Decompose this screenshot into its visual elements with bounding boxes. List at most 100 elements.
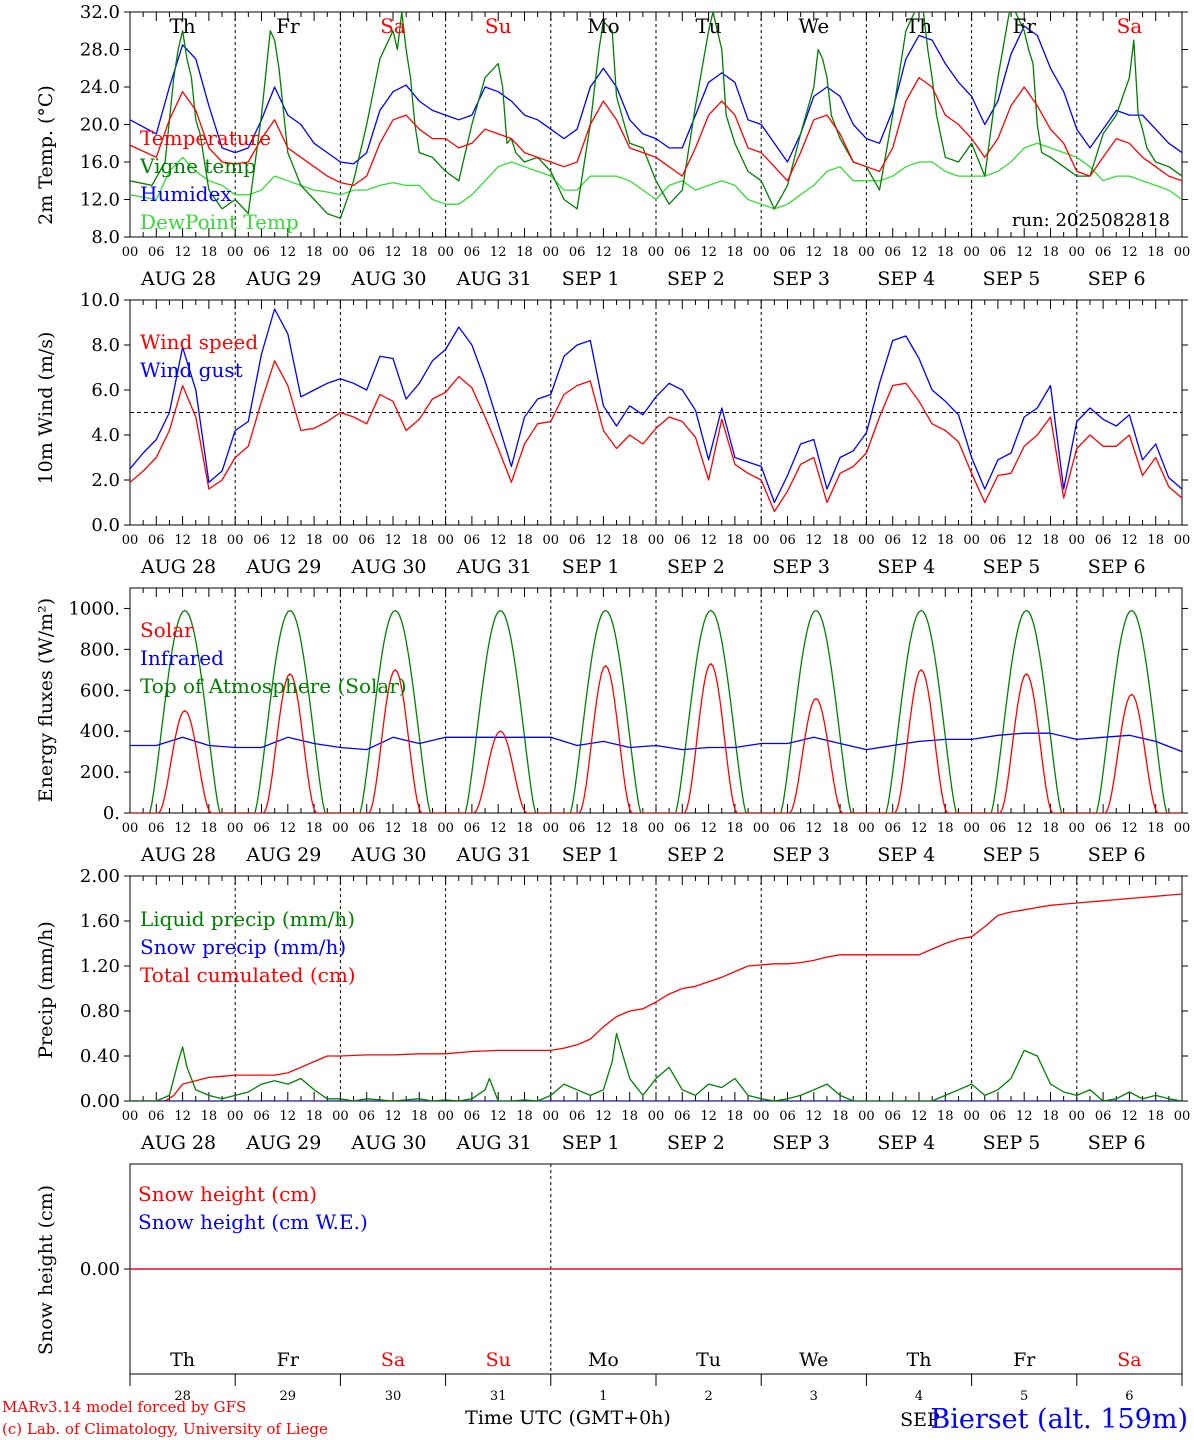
day-number: 1 bbox=[599, 1389, 607, 1404]
hour-label: 06 bbox=[884, 821, 901, 836]
weekday-label: Mo bbox=[588, 1349, 619, 1371]
hour-label: 06 bbox=[569, 821, 586, 836]
y-tick-label: 2.0 bbox=[91, 470, 120, 491]
hour-label: 06 bbox=[990, 821, 1007, 836]
hour-label: 12 bbox=[174, 821, 191, 836]
hour-label: 00 bbox=[227, 245, 244, 260]
hour-label: 18 bbox=[306, 533, 323, 548]
hour-label: 06 bbox=[674, 1109, 691, 1124]
weekday-label: We bbox=[799, 1349, 828, 1371]
date-label: AUG 28 bbox=[140, 1132, 216, 1154]
hour-label: 18 bbox=[201, 1109, 218, 1124]
weekday-label: Sa bbox=[1117, 1349, 1141, 1371]
hour-label: 12 bbox=[1016, 821, 1033, 836]
y-tick-label: 4.0 bbox=[91, 425, 120, 446]
hour-label: 00 bbox=[648, 1109, 665, 1124]
hour-label: 12 bbox=[385, 245, 402, 260]
y-tick-label: 1.60 bbox=[80, 911, 120, 932]
hour-label: 06 bbox=[358, 245, 375, 260]
hour-label: 12 bbox=[911, 533, 928, 548]
date-label: SEP 6 bbox=[1088, 556, 1146, 578]
date-label: SEP 6 bbox=[1088, 1132, 1146, 1154]
hour-label: 18 bbox=[1147, 245, 1164, 260]
y-axis-label: 10m Wind (m/s) bbox=[35, 332, 57, 485]
hour-label: 12 bbox=[1016, 533, 1033, 548]
hour-label: 00 bbox=[437, 821, 454, 836]
hour-label: 12 bbox=[1016, 1109, 1033, 1124]
date-label: SEP 1 bbox=[562, 844, 620, 866]
hour-label: 12 bbox=[911, 245, 928, 260]
day-number: 4 bbox=[915, 1389, 923, 1404]
weekday-label: Fr bbox=[1012, 14, 1036, 38]
hour-label: 00 bbox=[122, 245, 139, 260]
hour-label: 12 bbox=[700, 533, 717, 548]
hour-label: 12 bbox=[806, 245, 823, 260]
hour-label: 12 bbox=[280, 533, 297, 548]
y-axis-label: Snow height (cm) bbox=[35, 1185, 57, 1355]
y-tick-label: 12.0 bbox=[80, 190, 120, 211]
hour-label: 06 bbox=[779, 1109, 796, 1124]
date-label: SEP 6 bbox=[1088, 268, 1146, 290]
hour-label: 12 bbox=[595, 245, 612, 260]
hour-label: 00 bbox=[1069, 1109, 1086, 1124]
hour-label: 18 bbox=[937, 821, 954, 836]
hour-label: 06 bbox=[1095, 245, 1112, 260]
y-tick-label: 800. bbox=[80, 639, 120, 660]
date-label: AUG 29 bbox=[245, 844, 321, 866]
hour-label: 18 bbox=[516, 1109, 533, 1124]
hour-label: 18 bbox=[201, 245, 218, 260]
legend-entry: Top of Atmosphere (Solar) bbox=[140, 674, 407, 698]
legend-entry: Temperature bbox=[140, 126, 271, 150]
y-axis-label: Energy fluxes (W/m²) bbox=[35, 598, 57, 802]
hour-label: 00 bbox=[858, 245, 875, 260]
hour-label: 00 bbox=[332, 245, 349, 260]
hour-label: 18 bbox=[306, 821, 323, 836]
date-label: AUG 31 bbox=[456, 844, 532, 866]
series-line-humidex bbox=[130, 25, 1182, 165]
hour-label: 00 bbox=[963, 245, 980, 260]
y-tick-label: 0. bbox=[103, 803, 120, 824]
hour-label: 12 bbox=[595, 821, 612, 836]
hour-label: 06 bbox=[358, 1109, 375, 1124]
run-label: run: 2025082818 bbox=[1012, 210, 1170, 231]
hour-label: 12 bbox=[806, 1109, 823, 1124]
date-label: SEP 3 bbox=[772, 268, 830, 290]
hour-label: 00 bbox=[543, 245, 560, 260]
y-tick-label: 24.0 bbox=[80, 77, 120, 98]
date-label: SEP 2 bbox=[667, 844, 725, 866]
hour-label: 12 bbox=[385, 821, 402, 836]
hour-label: 12 bbox=[595, 1109, 612, 1124]
hour-label: 06 bbox=[569, 1109, 586, 1124]
footer-credit: MARv3.14 model forced by GFS bbox=[2, 1398, 246, 1416]
hour-label: 18 bbox=[306, 245, 323, 260]
y-axis-label: 2m Temp. (°C) bbox=[35, 85, 57, 225]
date-label: SEP 3 bbox=[772, 556, 830, 578]
series-line-temperature bbox=[130, 76, 1182, 187]
hour-label: 18 bbox=[1147, 1109, 1164, 1124]
date-label: AUG 28 bbox=[140, 556, 216, 578]
y-tick-label: 0.00 bbox=[80, 1259, 120, 1280]
series-line-solar bbox=[130, 663, 1182, 813]
hour-label: 18 bbox=[621, 533, 638, 548]
x-axis-label: Time UTC (GMT+0h) bbox=[465, 1407, 671, 1429]
day-number: 31 bbox=[490, 1389, 507, 1404]
hour-label: 00 bbox=[648, 245, 665, 260]
hour-label: 06 bbox=[464, 1109, 481, 1124]
y-tick-label: 20.0 bbox=[80, 115, 120, 136]
hour-label: 12 bbox=[490, 1109, 507, 1124]
hour-label: 18 bbox=[621, 821, 638, 836]
hour-label: 00 bbox=[332, 1109, 349, 1124]
day-number: 3 bbox=[810, 1389, 818, 1404]
hour-label: 18 bbox=[832, 1109, 849, 1124]
hour-label: 12 bbox=[280, 1109, 297, 1124]
hour-label: 12 bbox=[911, 821, 928, 836]
y-tick-label: 400. bbox=[80, 721, 120, 742]
hour-label: 12 bbox=[385, 1109, 402, 1124]
hour-label: 06 bbox=[569, 533, 586, 548]
date-label: SEP 5 bbox=[983, 268, 1041, 290]
hour-label: 06 bbox=[464, 821, 481, 836]
day-number: 29 bbox=[280, 1389, 297, 1404]
hour-label: 18 bbox=[516, 533, 533, 548]
hour-label: 06 bbox=[253, 821, 270, 836]
hour-label: 06 bbox=[990, 245, 1007, 260]
